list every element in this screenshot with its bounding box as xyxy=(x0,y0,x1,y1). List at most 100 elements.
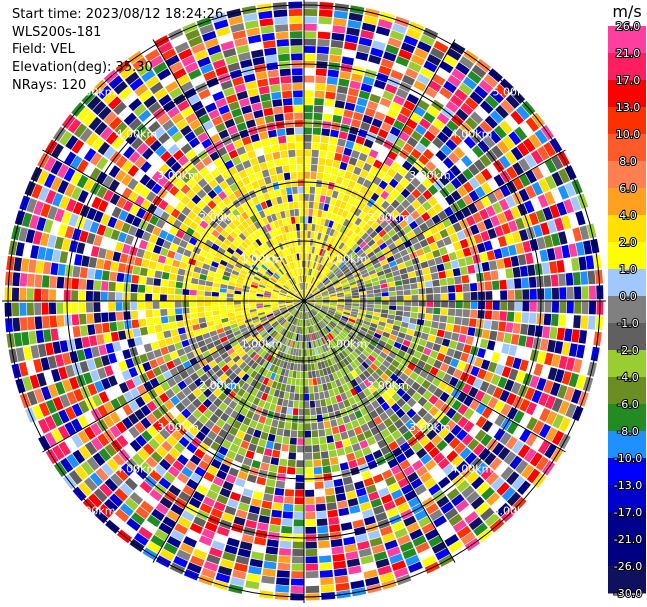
ppi-gate xyxy=(220,313,228,319)
ppi-gate xyxy=(264,344,272,352)
ppi-gate xyxy=(538,392,549,407)
ppi-gate xyxy=(260,462,270,471)
ppi-gate xyxy=(366,436,377,446)
ppi-gate xyxy=(264,308,272,312)
ppi-gate xyxy=(325,227,332,235)
ppi-gate xyxy=(352,298,360,301)
ppi-gate xyxy=(209,347,218,355)
ppi-gate xyxy=(304,341,307,349)
ppi-gate xyxy=(249,267,257,274)
ppi-gate xyxy=(392,62,407,74)
ppi-gate xyxy=(284,422,292,430)
ppi-gate xyxy=(97,433,110,447)
ppi-gate xyxy=(403,311,411,318)
ppi-gate xyxy=(206,127,218,138)
ppi-gate xyxy=(248,326,256,333)
ppi-gate xyxy=(165,388,175,399)
ppi-gate xyxy=(305,467,314,475)
ppi-gate xyxy=(456,460,469,473)
ppi-gate xyxy=(271,296,279,299)
ppi-gate xyxy=(278,250,284,258)
ppi-gate xyxy=(237,320,245,327)
ppi-gate xyxy=(222,480,234,491)
ppi-gate xyxy=(155,262,165,271)
ppi-gate xyxy=(218,347,227,356)
elevation: Elevation(deg): 35.30 xyxy=(12,59,153,75)
ppi-gate xyxy=(177,380,187,390)
ppi-gate xyxy=(281,249,287,257)
ppi-gate xyxy=(561,371,572,385)
ppi-gate xyxy=(307,231,311,239)
ppi-gate xyxy=(428,124,441,136)
ppi-gate xyxy=(314,347,319,355)
ppi-gate xyxy=(551,155,564,170)
ppi-gate xyxy=(287,305,294,310)
ppi-gate xyxy=(374,304,382,309)
ppi-gate xyxy=(431,434,443,446)
ppi-gate xyxy=(255,406,263,415)
ppi-gate xyxy=(259,315,267,321)
ppi-gate xyxy=(295,482,304,490)
ppi-gate xyxy=(418,515,432,528)
ppi-gate xyxy=(228,467,239,477)
ppi-gate xyxy=(43,329,52,342)
ppi-gate xyxy=(304,8,318,17)
ppi-gate xyxy=(291,309,297,315)
ppi-gate xyxy=(101,270,110,281)
ppi-gate xyxy=(385,238,394,246)
ppi-gate xyxy=(315,280,320,287)
ppi-gate xyxy=(274,435,283,444)
ppi-gate xyxy=(236,44,250,55)
ppi-gate xyxy=(237,276,245,282)
ppi-gate xyxy=(411,295,419,301)
ppi-gate xyxy=(115,311,124,321)
ppi-gate xyxy=(322,328,328,335)
ppi-gate xyxy=(349,505,361,514)
ppi-gate xyxy=(329,245,335,253)
ppi-gate xyxy=(262,321,270,327)
ppi-gate xyxy=(298,193,304,201)
ppi-gate xyxy=(158,41,173,54)
ppi-gate xyxy=(371,118,383,128)
ppi-gate xyxy=(109,271,118,282)
ppi-gate xyxy=(264,417,273,426)
ppi-gate xyxy=(93,234,103,247)
ppi-gate xyxy=(394,495,407,507)
ppi-gate xyxy=(208,383,218,393)
ppi-gate xyxy=(169,447,181,459)
ppi-gate xyxy=(503,451,517,465)
ppi-gate xyxy=(409,277,417,284)
ppi-gate xyxy=(135,396,146,408)
ppi-gate xyxy=(469,91,484,105)
ppi-gate xyxy=(304,312,306,320)
ppi-gate xyxy=(416,319,425,326)
ppi-gate xyxy=(57,425,70,440)
ppi-gate xyxy=(256,325,264,332)
ppi-gate xyxy=(320,308,328,313)
ppi-gate xyxy=(346,323,354,329)
ppi-gate xyxy=(448,340,458,350)
ppi-gate xyxy=(334,269,341,275)
ppi-gate xyxy=(445,407,457,419)
ppi-gate xyxy=(500,466,514,481)
ppi-gate xyxy=(170,266,179,274)
ppi-gate xyxy=(498,198,510,211)
ppi-gate xyxy=(367,217,376,227)
ppi-gate xyxy=(440,527,455,541)
ppi-gate xyxy=(255,336,263,343)
ppi-gate xyxy=(320,188,328,196)
ppi-gate xyxy=(358,494,370,505)
ppi-gate xyxy=(40,386,52,401)
ppi-gate xyxy=(305,489,315,497)
ppi-gate xyxy=(282,218,288,226)
ppi-gate xyxy=(187,94,201,106)
ppi-gate xyxy=(355,275,363,281)
ppi-gate xyxy=(408,323,416,330)
ppi-gate xyxy=(493,174,505,187)
ppi-gate xyxy=(478,79,494,94)
ppi-gate xyxy=(380,428,391,438)
ppi-gate xyxy=(438,322,447,331)
ppi-gate xyxy=(286,255,292,263)
ppi-gate xyxy=(23,346,33,361)
ppi-gate xyxy=(385,214,394,224)
